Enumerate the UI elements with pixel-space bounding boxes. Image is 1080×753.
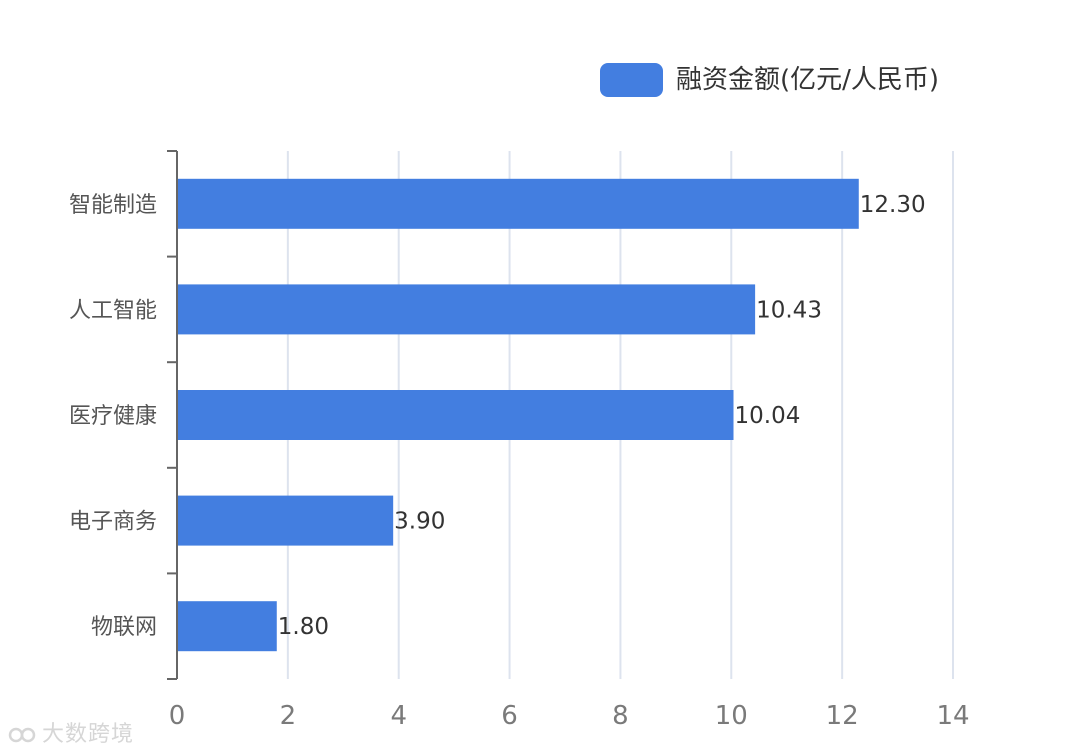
data-label: 12.30 <box>860 192 926 218</box>
x-tick-label: 8 <box>612 701 629 731</box>
logo-mark-icon <box>8 727 36 743</box>
watermark-text: 大数跨境 <box>42 722 135 747</box>
category-label: 智能制造 <box>69 193 157 218</box>
axes <box>167 150 178 680</box>
x-tick-label: 12 <box>826 701 859 731</box>
category-label: 电子商务 <box>69 510 157 535</box>
bar[interactable] <box>177 495 394 546</box>
category-label: 医疗健康 <box>69 404 157 429</box>
data-label: 10.04 <box>735 403 801 429</box>
category-label: 人工智能 <box>69 298 157 323</box>
bar[interactable] <box>177 178 859 229</box>
x-tick-labels: 0 2 4 6 8 10 12 14 <box>169 701 970 731</box>
bars <box>177 178 859 652</box>
legend-label: 融资金额(亿元/人民币) <box>676 65 939 95</box>
watermark: 大数跨境 <box>8 716 134 748</box>
bar[interactable] <box>177 601 277 652</box>
data-label: 3.90 <box>394 509 445 535</box>
x-tick-label: 4 <box>390 701 407 731</box>
x-tick-label: 6 <box>501 701 518 731</box>
data-labels: 12.30 10.43 10.04 3.90 1.80 <box>278 192 926 640</box>
x-tick-label: 14 <box>936 701 969 731</box>
category-label: 物联网 <box>91 615 157 640</box>
x-tick-label: 10 <box>715 701 748 731</box>
x-tick-label: 2 <box>280 701 297 731</box>
bar[interactable] <box>177 284 756 335</box>
bar[interactable] <box>177 390 734 440</box>
legend-swatch <box>600 63 663 97</box>
data-label: 1.80 <box>278 614 329 640</box>
data-label: 10.43 <box>756 297 822 323</box>
x-tick-label: 0 <box>169 701 186 731</box>
legend[interactable]: 融资金额(亿元/人民币) <box>600 63 939 97</box>
